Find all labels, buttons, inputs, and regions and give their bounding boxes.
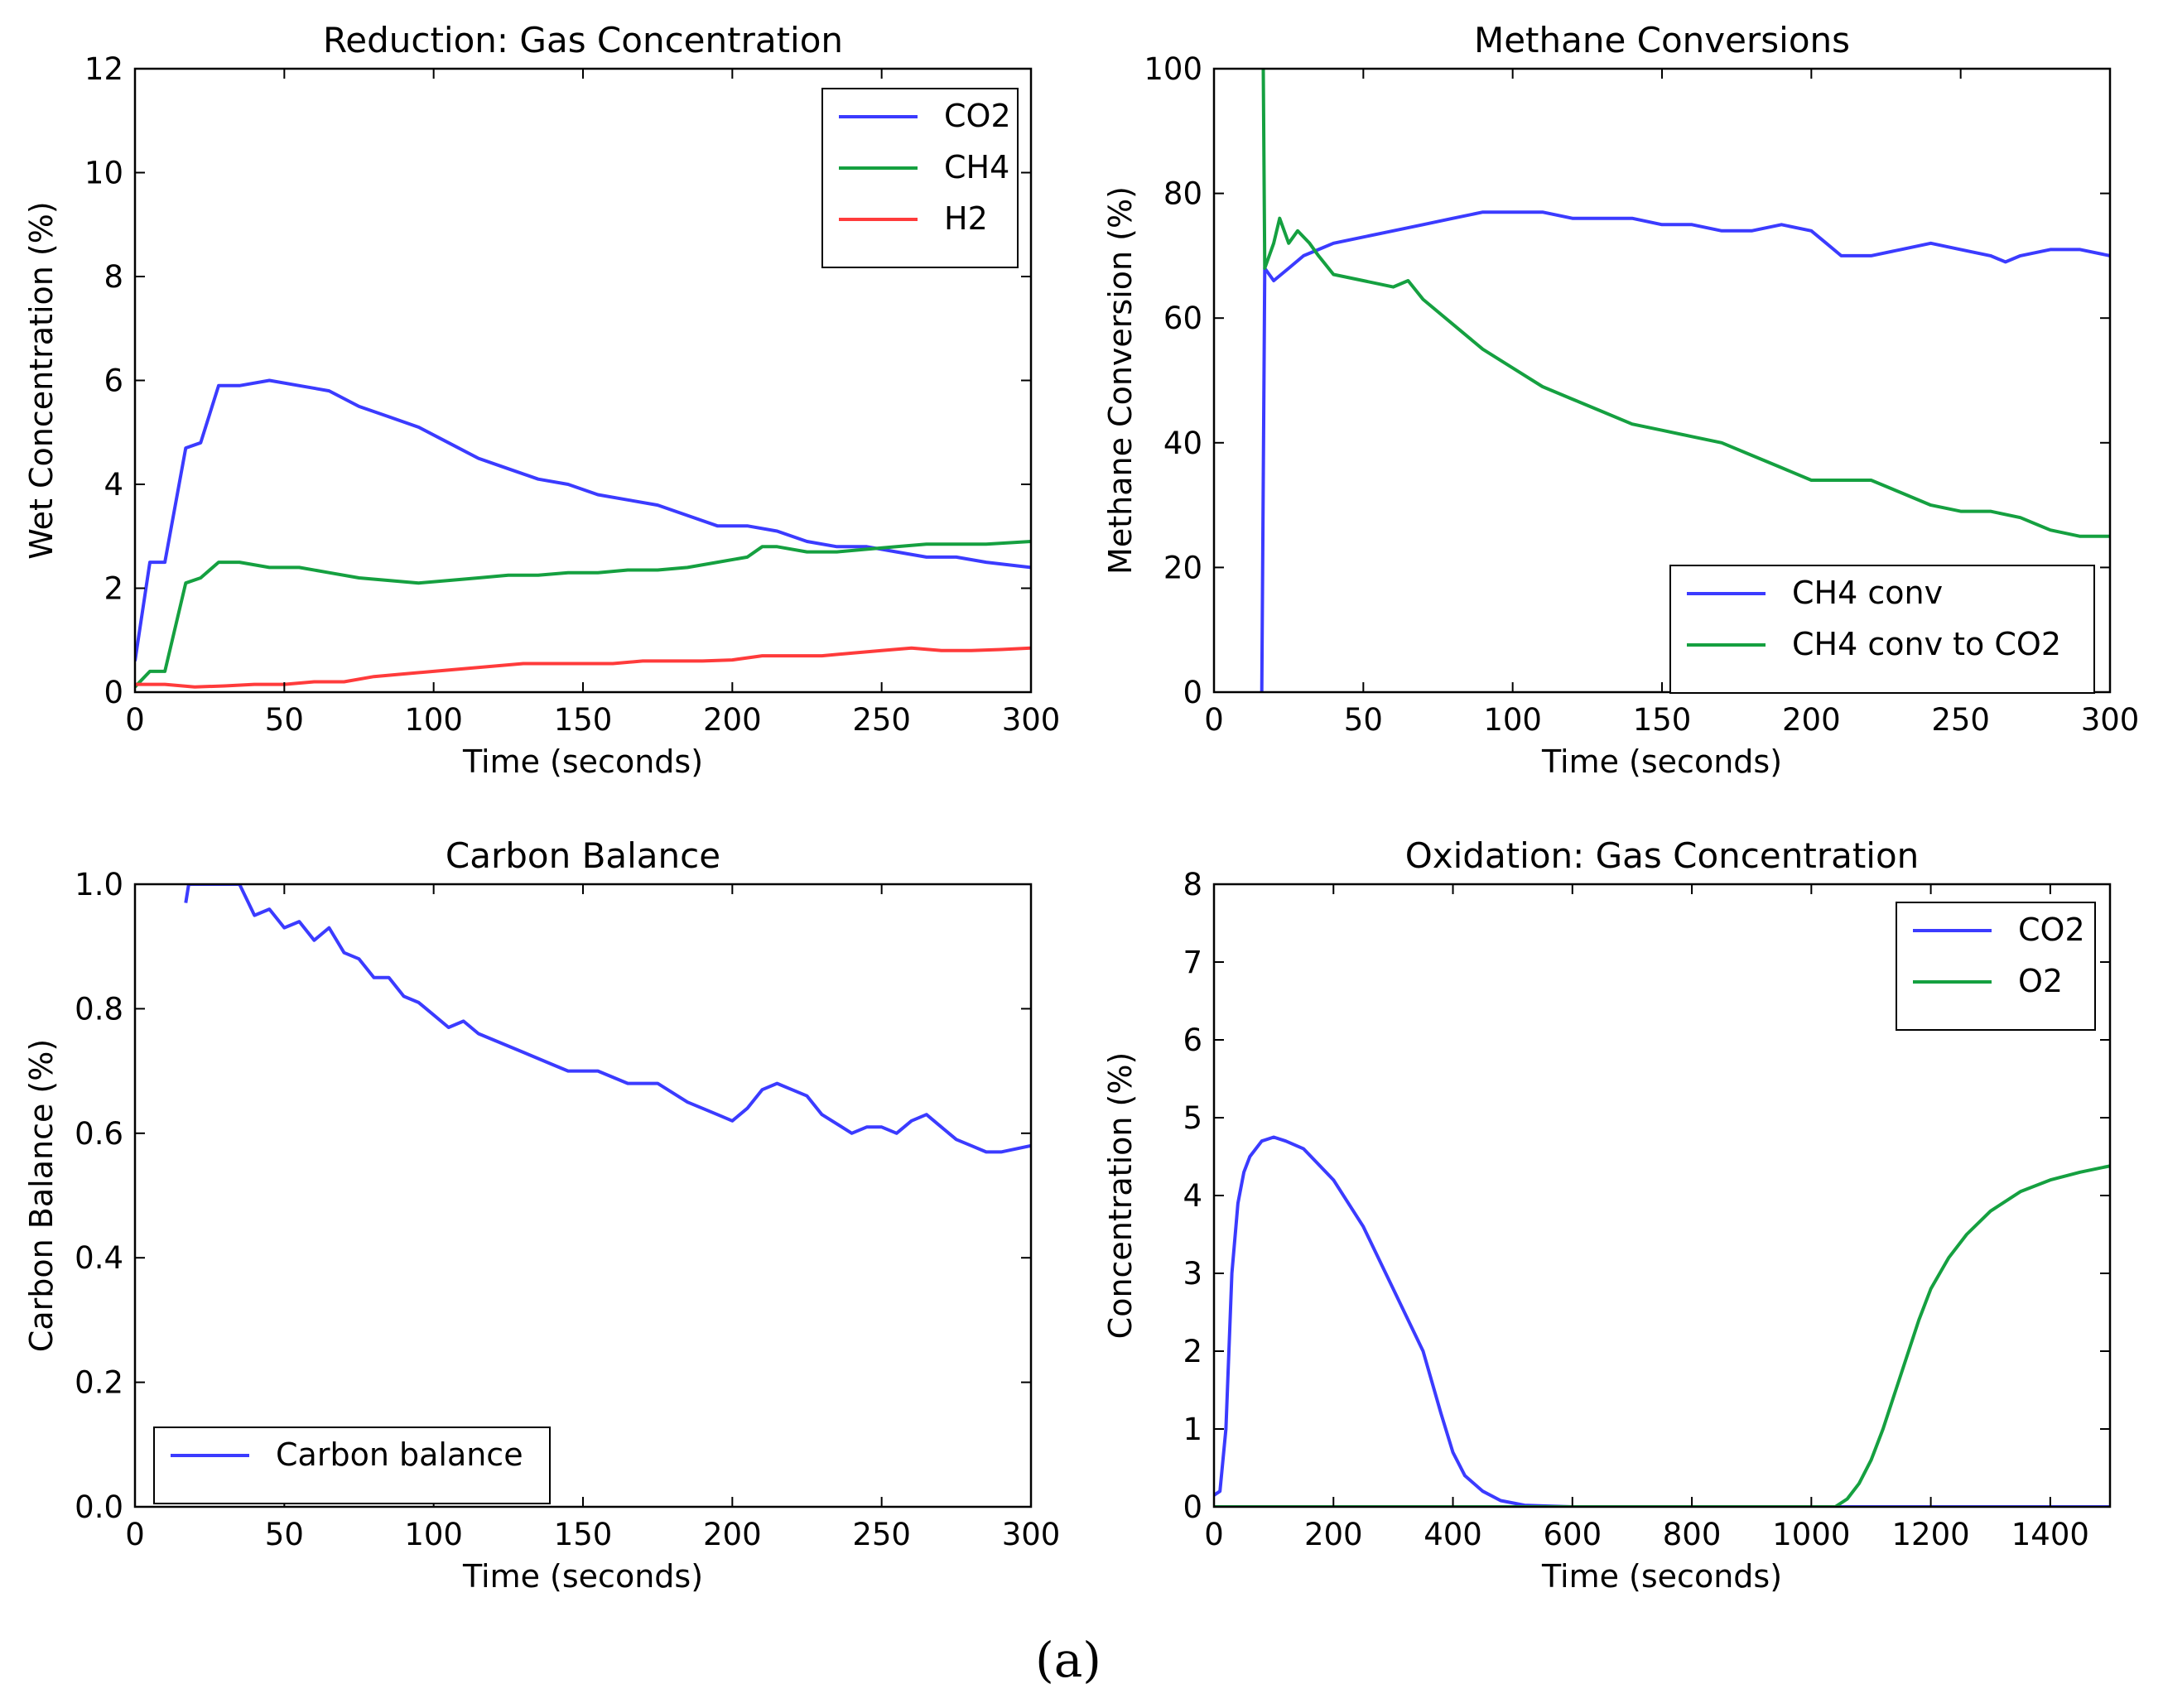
x-tick-label: 800 <box>1663 1517 1722 1552</box>
series-line-carbon-balance <box>185 884 1031 1152</box>
x-tick-label: 200 <box>1782 702 1841 738</box>
y-tick-label: 4 <box>104 467 123 503</box>
y-tick-label: 4 <box>1183 1178 1202 1214</box>
y-tick-label: 0 <box>1183 675 1202 710</box>
y-tick-label: 5 <box>1183 1100 1202 1136</box>
y-tick-label: 8 <box>104 259 123 295</box>
x-tick-label: 50 <box>1344 702 1383 738</box>
x-axis-label: Time (seconds) <box>1541 743 1782 780</box>
legend-label: Carbon balance <box>276 1436 523 1473</box>
y-tick-label: 80 <box>1163 176 1202 212</box>
x-tick-label: 1400 <box>2011 1517 2089 1552</box>
chart-methane-conversions: 0 50 100 150 200 250 300 0 20 40 60 80 100 Methane Co… <box>1102 20 2139 780</box>
x-tick-label: 300 <box>1002 702 1061 738</box>
x-tick-label: 200 <box>703 1517 762 1552</box>
x-tick-label: 250 <box>1931 702 1990 738</box>
legend-label: H2 <box>944 200 988 237</box>
chart-title: Oxidation: Gas Concentration <box>1405 835 1920 876</box>
x-tick-label: 1000 <box>1772 1517 1850 1552</box>
x-tick-label: 200 <box>1304 1517 1363 1552</box>
x-axis-label: Time (seconds) <box>462 1558 703 1595</box>
x-axis-label: Time (seconds) <box>462 743 703 780</box>
series-line-ch4-conv-to-co2 <box>1262 69 2110 536</box>
series-line-co2 <box>135 381 1031 662</box>
y-tick-label: 10 <box>84 156 123 191</box>
y-tick-label: 0.2 <box>75 1365 123 1401</box>
legend-label: CO2 <box>944 98 1011 134</box>
y-tick-label: 3 <box>1183 1256 1202 1292</box>
figure-caption: (a) <box>1035 1632 1101 1688</box>
x-tick-label: 600 <box>1543 1517 1602 1552</box>
y-tick-label: 0 <box>1183 1489 1202 1525</box>
y-tick-label: 0.0 <box>75 1489 123 1525</box>
chart-title: Carbon Balance <box>446 835 720 876</box>
x-tick-label: 150 <box>554 702 613 738</box>
x-tick-label: 300 <box>2081 702 2140 738</box>
legend: CH4 conv CH4 conv to CO2 <box>1670 565 2094 693</box>
y-tick-label: 20 <box>1163 550 1202 585</box>
y-tick-label: 6 <box>1183 1022 1202 1058</box>
series-line-co2 <box>1214 1138 2110 1508</box>
y-tick-label: 100 <box>1144 51 1202 87</box>
x-axis-label: Time (seconds) <box>1541 1558 1782 1595</box>
series-line-h2 <box>135 648 1031 687</box>
y-axis-label: Concentration (%) <box>1102 1052 1139 1340</box>
x-tick-label: 1200 <box>1892 1517 1970 1552</box>
x-tick-label: 50 <box>265 702 304 738</box>
x-tick-label: 100 <box>1483 702 1542 738</box>
legend-label: CO2 <box>2018 912 2085 948</box>
y-tick-label: 2 <box>104 571 123 607</box>
y-tick-label: 0 <box>104 675 123 710</box>
x-tick-label: 400 <box>1424 1517 1482 1552</box>
legend: CO2 CH4 H2 <box>822 89 1018 267</box>
y-axis-label: Wet Concentration (%) <box>23 201 60 559</box>
chart-title: Reduction: Gas Concentration <box>323 20 843 60</box>
y-tick-label: 7 <box>1183 945 1202 980</box>
y-tick-label: 0.6 <box>75 1116 123 1152</box>
x-tick-label: 250 <box>852 702 911 738</box>
y-tick-label: 40 <box>1163 426 1202 461</box>
x-tick-label: 0 <box>1204 1517 1224 1552</box>
x-tick-label: 150 <box>554 1517 613 1552</box>
x-tick-label: 0 <box>125 1517 145 1552</box>
series-line-o2 <box>1214 1166 2110 1507</box>
x-tick-label: 0 <box>1204 702 1224 738</box>
y-tick-label: 1 <box>1183 1412 1202 1447</box>
plot-frame <box>135 884 1031 1507</box>
y-tick-label: 1.0 <box>75 867 123 902</box>
legend-label: CH4 conv to CO2 <box>1792 626 2061 662</box>
x-tick-label: 0 <box>125 702 145 738</box>
chart-reduction-gas-concentration: 0 50 100 150 200 250 300 0 2 4 6 8 10 12 Reduction: Ga… <box>23 20 1060 780</box>
figure: 0 50 100 150 200 250 300024681012Reduction: Ga… <box>0 0 2163 1708</box>
x-tick-label: 150 <box>1633 702 1692 738</box>
legend-label: O2 <box>2018 963 2063 999</box>
y-axis-label: Carbon Balance (%) <box>23 1039 60 1352</box>
x-tick-label: 300 <box>1002 1517 1061 1552</box>
x-tick-label: 50 <box>265 1517 304 1552</box>
y-tick-label: 2 <box>1183 1334 1202 1369</box>
x-tick-label: 100 <box>404 1517 463 1552</box>
y-tick-label: 8 <box>1183 867 1202 902</box>
y-tick-label: 0.8 <box>75 991 123 1027</box>
y-tick-label: 12 <box>84 51 123 87</box>
legend: Carbon balance <box>154 1427 550 1504</box>
y-tick-label: 6 <box>104 363 123 399</box>
legend-label: CH4 conv <box>1792 575 1943 611</box>
y-axis-label: Methane Conversion (%) <box>1102 186 1139 575</box>
y-tick-label: 60 <box>1163 301 1202 336</box>
x-tick-label: 250 <box>852 1517 911 1552</box>
chart-carbon-balance: 0 50 100 150 200 250 300 0.0 0.2 0.4 0.6 0.8 1.0 Carb… <box>23 835 1060 1595</box>
y-tick-label: 0.4 <box>75 1240 123 1276</box>
chart-oxidation-gas-concentration: 0 200 400 600 800 1000 1200 1400 0 1 2 3 4 5 6 7 8 Oxidat… <box>1102 835 2110 1595</box>
legend-label: CH4 <box>944 149 1009 185</box>
x-tick-label: 100 <box>404 702 463 738</box>
chart-title: Methane Conversions <box>1474 20 1850 60</box>
x-tick-label: 200 <box>703 702 762 738</box>
